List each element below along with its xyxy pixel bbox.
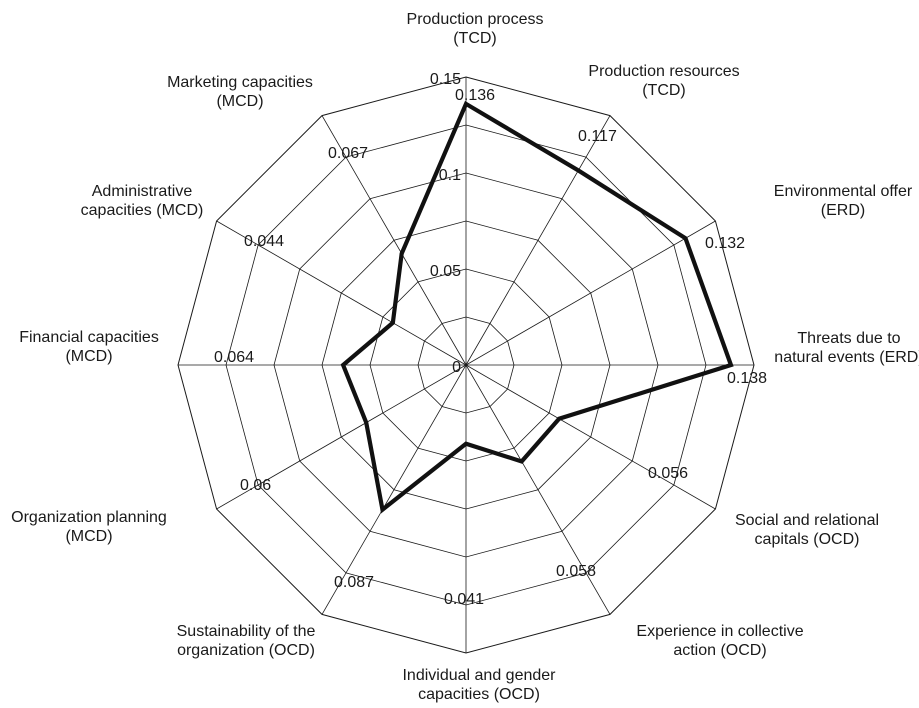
radar-labels: 0 0.05 0.1 0.150.136 0.117 0.132 0.138 0.056 0.0… — [11, 11, 919, 703]
axis-spoke — [216, 220, 467, 366]
category-label: Financial capacities (MCD) — [19, 329, 159, 365]
value-label: 0.117 — [578, 128, 617, 145]
category-label: Social and relational capitals (OCD) — [735, 512, 879, 548]
axis-spoke — [465, 364, 611, 615]
value-label: 0.06 — [240, 477, 271, 494]
axis-spoke — [465, 115, 611, 366]
category-label: Threats due to natural events (ERD) — [774, 330, 919, 366]
category-label: Experience in collective action (OCD) — [636, 623, 803, 659]
axis-spoke — [321, 115, 467, 366]
category-label: Administrative capacities (MCD) — [81, 183, 204, 219]
value-label: 0.044 — [244, 233, 284, 250]
axis-spoke — [321, 364, 467, 615]
tick-label: 0.15 — [430, 71, 461, 88]
value-label: 0.056 — [648, 465, 688, 482]
value-label: 0.138 — [727, 370, 767, 387]
category-label: Production process (TCD) — [407, 11, 544, 47]
radar-series — [340, 100, 734, 514]
value-label: 0.058 — [556, 563, 596, 580]
axis-spoke — [216, 364, 467, 510]
tick-label: 0.05 — [430, 263, 461, 280]
tick-label: 0 — [452, 359, 461, 376]
value-label: 0.132 — [705, 235, 745, 252]
category-label: Organization planning (MCD) — [11, 509, 167, 545]
category-label: Marketing capacities (MCD) — [167, 74, 313, 110]
value-label: 0.087 — [334, 574, 374, 591]
value-label: 0.064 — [214, 349, 254, 366]
value-label: 0.067 — [328, 145, 368, 162]
category-label: Production resources (TCD) — [588, 63, 739, 99]
category-label: Environmental offer (ERD) — [774, 183, 913, 219]
value-label: 0.136 — [455, 87, 495, 104]
tick-label: 0.1 — [439, 167, 461, 184]
series-polygon — [340, 100, 734, 514]
value-label: 0.041 — [444, 591, 484, 608]
category-label: Sustainability of the organization (OCD) — [177, 623, 316, 659]
axis-spoke — [465, 220, 716, 366]
radar-grid — [177, 76, 755, 654]
axis-spoke — [465, 364, 716, 510]
category-label: Individual and gender capacities (OCD) — [402, 667, 556, 703]
